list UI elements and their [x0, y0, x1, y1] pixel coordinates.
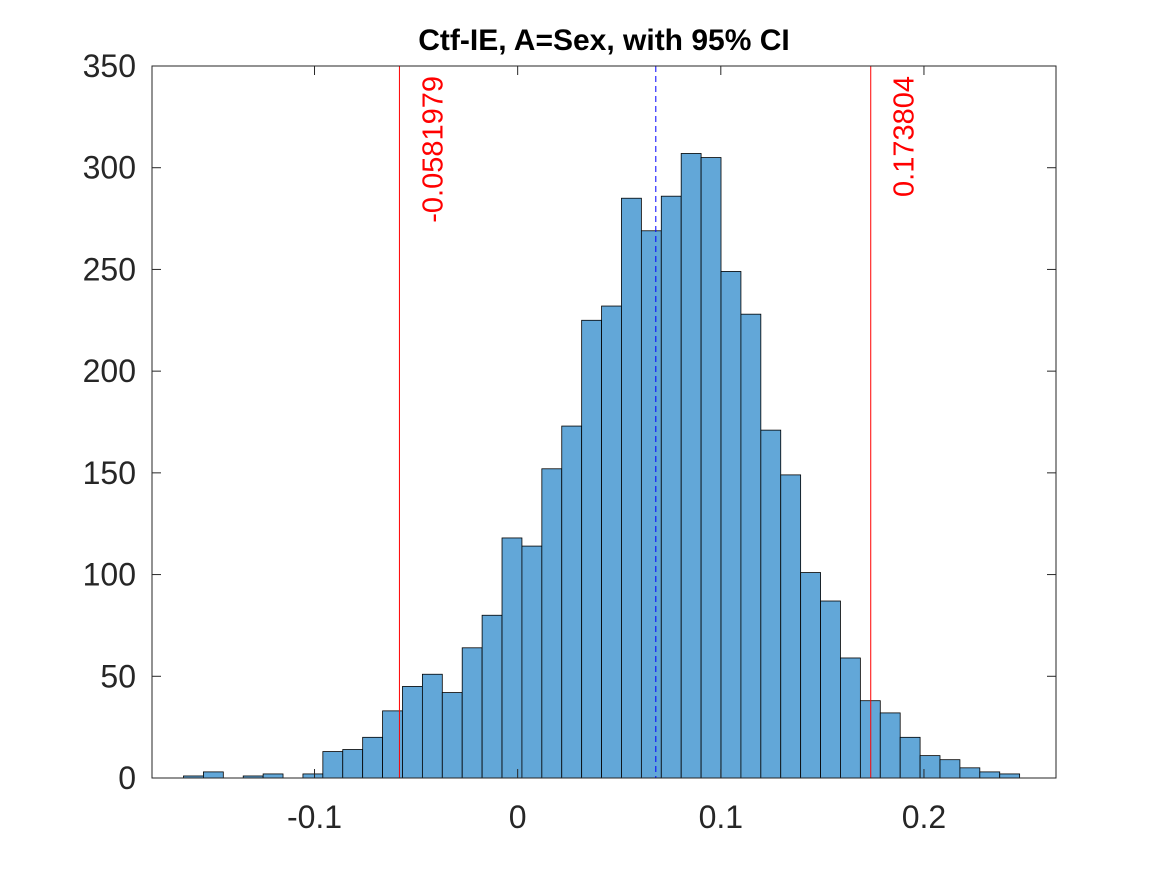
histogram-bar	[899, 736, 921, 779]
histogram-bar	[362, 736, 383, 779]
histogram-bars	[183, 153, 1021, 779]
x-tick-label: 0	[509, 799, 527, 835]
histogram-bar	[421, 673, 443, 779]
histogram-bar	[342, 749, 364, 779]
x-tick-label: 0.2	[902, 799, 946, 835]
histogram-bar	[202, 771, 224, 779]
histogram-bar	[939, 759, 961, 779]
y-tick-label: 0	[118, 760, 136, 796]
axes-box	[151, 65, 1057, 779]
reference-lines: -0.0581979 0.173804	[398, 66, 921, 778]
histogram-bar	[879, 712, 901, 779]
histogram-bar	[561, 425, 583, 779]
histogram-bar	[441, 692, 463, 779]
histogram-bar	[501, 537, 523, 779]
x-tick-label: -0.1	[287, 799, 342, 835]
x-tick-label: 0.1	[699, 799, 743, 835]
y-tick-label: 200	[83, 353, 136, 389]
y-tick-label: 100	[83, 557, 136, 593]
histogram-bar	[800, 572, 821, 779]
histogram-bar	[402, 686, 423, 779]
histogram-bar	[740, 313, 762, 779]
histogram-bar	[541, 468, 563, 779]
histogram-bar	[521, 545, 543, 779]
histogram-bar	[461, 647, 483, 779]
histogram-bar	[919, 755, 941, 779]
ci-label: -0.0581979	[417, 76, 449, 223]
histogram-bar	[640, 230, 662, 779]
histogram-bar	[262, 773, 284, 779]
histogram-bar	[700, 157, 722, 779]
axis-ticks: -0.1 0 0.1 0.2 0 50 100 150 200 250 300 350	[83, 48, 1056, 835]
histogram-bar	[302, 773, 324, 779]
histogram-bar	[820, 600, 841, 779]
histogram-bar	[979, 771, 1001, 779]
histogram-bar	[581, 319, 602, 779]
chart-title: Ctf-IE, A=Sex, with 95% CI	[418, 24, 789, 57]
y-tick-label: 50	[100, 658, 136, 694]
histogram-bar	[959, 767, 981, 779]
histogram-bar	[481, 614, 503, 779]
histogram-bar	[780, 474, 802, 779]
histogram-bar	[322, 751, 344, 779]
y-tick-label: 300	[83, 150, 136, 186]
histogram-bar	[840, 657, 861, 779]
histogram-bar	[680, 153, 702, 779]
histogram-bar	[601, 305, 622, 779]
ci-label: 0.173804	[889, 76, 921, 197]
histogram-bar	[720, 271, 742, 779]
histogram-bar	[660, 195, 682, 779]
y-tick-label: 250	[83, 251, 136, 287]
histogram-bar	[760, 429, 782, 779]
histogram-bar	[621, 197, 642, 779]
histogram-bar	[999, 773, 1021, 779]
y-tick-label: 350	[83, 48, 136, 84]
y-tick-label: 150	[83, 455, 136, 491]
